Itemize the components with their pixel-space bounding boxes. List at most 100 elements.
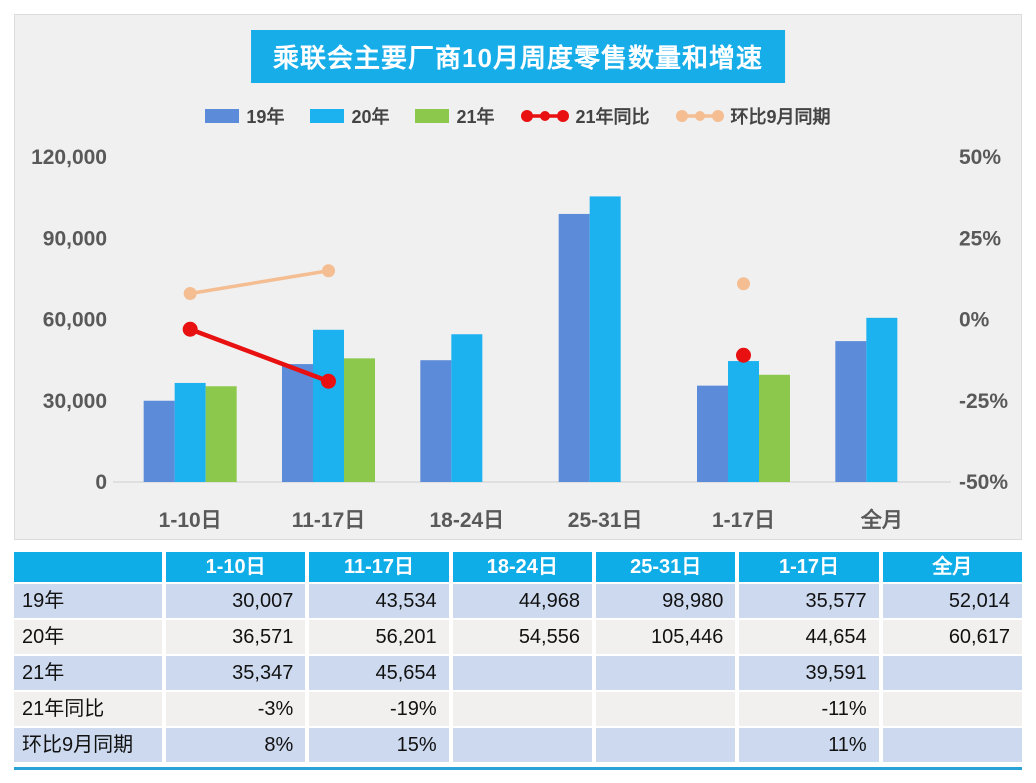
bar-21年-11-17日 xyxy=(344,358,375,482)
legend-label: 环比9月同期 xyxy=(730,107,831,127)
table-cell: -3% xyxy=(166,692,306,726)
table-cell: -11% xyxy=(739,692,879,726)
legend-line-marker-icon xyxy=(675,110,724,122)
legend-line-marker-icon xyxy=(520,110,569,122)
bar-19年-1-10日 xyxy=(143,400,175,482)
line-segment-环比9月同期 xyxy=(189,269,329,296)
line-point-环比9月同期-11-17日 xyxy=(322,264,335,278)
bar-19年-18-24日 xyxy=(420,360,452,482)
table-cell: 44,654 xyxy=(739,620,879,654)
table-cell xyxy=(452,656,592,690)
table-header-cell: 25-31日 xyxy=(595,552,736,582)
table-header-cell: 1-17日 xyxy=(739,552,879,582)
bar-20年-11-17日 xyxy=(313,329,344,482)
table-cell: 54,556 xyxy=(452,620,592,654)
x-axis-category-label: 25-31日 xyxy=(568,509,643,532)
legend-label: 21年同比 xyxy=(575,107,650,127)
bar-20年-25-31日 xyxy=(589,196,621,482)
line-point-环比9月同期-1-10日 xyxy=(183,287,197,300)
line-point-21年同比-11-17日 xyxy=(321,373,336,389)
table-cell: 45,654 xyxy=(309,656,449,690)
x-axis-category-label: 11-17日 xyxy=(292,509,366,532)
table-cell xyxy=(595,656,736,690)
table-cell: 11% xyxy=(739,728,879,762)
right-axis-tick: 50% xyxy=(959,146,1001,169)
bar-20年-全月 xyxy=(866,317,898,482)
table-cell: 52,014 xyxy=(882,584,1022,618)
legend-item-1: 19年 xyxy=(205,103,284,129)
chart-title: 乘联会主要厂商10月周度零售数量和增速 xyxy=(251,30,785,83)
x-axis-category-label: 1-17日 xyxy=(712,509,775,532)
legend-item-4: 21年同比 xyxy=(520,103,650,129)
x-axis-category-label: 全月 xyxy=(860,508,903,532)
chart-legend: 19年 20年 21年 21年同比 环比9月同期 xyxy=(15,103,1021,129)
table-header-cell: 全月 xyxy=(882,552,1022,582)
table-cell xyxy=(452,692,592,726)
bar-20年-1-10日 xyxy=(174,382,206,482)
table-row-label: 环比9月同期 xyxy=(14,728,162,762)
table-cell xyxy=(595,728,736,762)
table-header-cell: 18-24日 xyxy=(452,552,592,582)
line-point-21年同比-1-10日 xyxy=(182,321,198,337)
legend-bar-swatch-icon xyxy=(205,109,240,123)
left-axis-tick: 0 xyxy=(95,471,107,494)
table-cell: 43,534 xyxy=(309,584,449,618)
table-cell: 44,968 xyxy=(452,584,592,618)
right-axis-tick: -25% xyxy=(959,390,1008,413)
legend-label: 21年 xyxy=(456,107,495,127)
table-header-cell xyxy=(14,552,162,582)
table-cell: 105,446 xyxy=(595,620,736,654)
bar-19年-25-31日 xyxy=(558,213,590,482)
table-cell: 98,980 xyxy=(595,584,736,618)
table-cell xyxy=(595,692,736,726)
table-cell: 15% xyxy=(309,728,449,762)
table-cell: -19% xyxy=(309,692,449,726)
legend-label: 19年 xyxy=(246,107,285,127)
legend-item-3: 21年 xyxy=(415,103,495,129)
line-point-21年同比-1-17日 xyxy=(736,347,751,363)
legend-item-5: 环比9月同期 xyxy=(675,103,831,129)
data-table: 1-10日 11-17日 18-24日 25-31日 1-17日 全月 19年 30,007 4… xyxy=(14,552,1022,762)
line-point-环比9月同期-1-17日 xyxy=(737,277,750,291)
bar-19年-1-17日 xyxy=(697,385,728,482)
x-axis-category-label: 18-24日 xyxy=(429,509,504,532)
table-row-label: 21年 xyxy=(14,656,162,690)
bar-19年-全月 xyxy=(835,341,867,482)
legend-item-2: 20年 xyxy=(310,103,389,129)
legend-bar-swatch-icon xyxy=(310,109,345,123)
right-axis-tick: 25% xyxy=(959,227,1001,250)
chart-panel: 120,000 90,000 60,000 30,000 0 50% 25% 0% -25% -5… xyxy=(14,14,1022,540)
table-row-label: 20年 xyxy=(14,620,162,654)
table-cell: 39,591 xyxy=(739,656,879,690)
bar-20年-1-17日 xyxy=(728,361,759,482)
left-axis-tick: 90,000 xyxy=(43,227,107,250)
bar-21年-1-17日 xyxy=(759,374,790,482)
table-cell: 35,577 xyxy=(739,584,879,618)
left-axis-tick: 30,000 xyxy=(43,390,107,413)
left-axis-tick: 120,000 xyxy=(31,146,107,169)
table-cell xyxy=(452,728,592,762)
legend-label: 20年 xyxy=(351,107,390,127)
table-cell: 36,571 xyxy=(166,620,306,654)
table-cell xyxy=(882,728,1022,762)
table-bottom-border xyxy=(14,767,1022,770)
table-header-cell: 11-17日 xyxy=(309,552,449,582)
bar-19年-11-17日 xyxy=(282,364,313,482)
left-axis-tick: 60,000 xyxy=(43,309,107,332)
right-axis-tick: 0% xyxy=(959,309,990,332)
table-cell: 8% xyxy=(166,728,306,762)
legend-bar-swatch-icon xyxy=(415,109,450,123)
bar-line-chart: 120,000 90,000 60,000 30,000 0 50% 25% 0% -25% -5… xyxy=(31,146,1008,532)
table-row-label: 21年同比 xyxy=(14,692,162,726)
table-cell: 35,347 xyxy=(166,656,306,690)
table-header-cell: 1-10日 xyxy=(166,552,306,582)
bar-21年-1-10日 xyxy=(205,386,237,482)
right-axis-tick: -50% xyxy=(959,471,1008,494)
table-cell: 56,201 xyxy=(309,620,449,654)
table-cell: 60,617 xyxy=(882,620,1022,654)
table-row-label: 19年 xyxy=(14,584,162,618)
table-cell: 30,007 xyxy=(166,584,306,618)
table-cell xyxy=(882,692,1022,726)
bar-20年-18-24日 xyxy=(451,334,483,482)
x-axis-category-label: 1-10日 xyxy=(159,509,222,532)
